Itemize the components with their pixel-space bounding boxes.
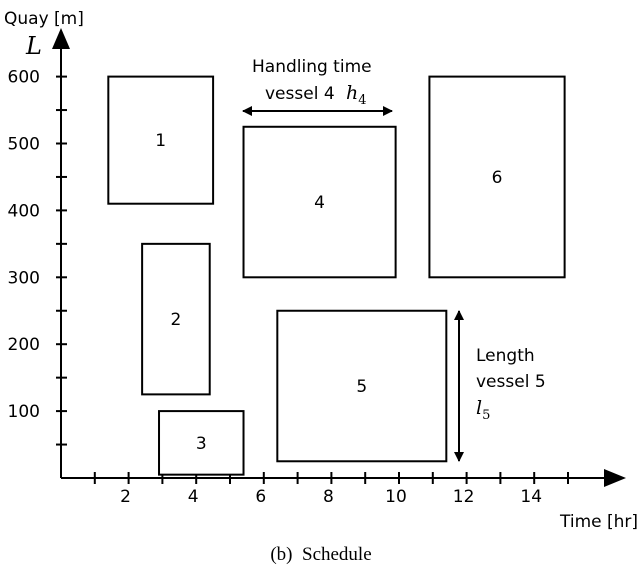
x-axis-label: Time [hr] [559, 512, 638, 532]
length-subscript: 5 [482, 408, 490, 423]
x-tick-label: 4 [188, 487, 199, 507]
length-vessel-label: vessel 5 [476, 372, 546, 392]
y-tick-label: 500 [8, 135, 40, 155]
vessel-boxes: 1 2 3 4 5 6 [107, 75, 566, 476]
vessel-4: 4 [242, 125, 397, 279]
vessel-box [158, 410, 245, 476]
y-tick-label: 100 [8, 402, 40, 422]
vessel-box [428, 75, 566, 279]
y-tick-label: 400 [8, 201, 40, 221]
vessel-6: 6 [428, 75, 566, 279]
length-symbol: l [476, 397, 482, 419]
vessel-label: 3 [196, 434, 207, 454]
vessel-box [242, 125, 397, 279]
vessel-label: 5 [356, 377, 367, 397]
x-tick-label: 6 [255, 487, 266, 507]
vessel-3: 3 [158, 410, 245, 476]
x-tick-label: 2 [120, 487, 131, 507]
vessel-label: 1 [155, 131, 166, 151]
handling-vessel-text: vessel 4 [265, 84, 335, 104]
x-tick-label: 14 [520, 487, 542, 507]
handling-symbol: h [346, 82, 358, 104]
y-tick-labels: 100 200 300 400 500 600 [8, 68, 40, 423]
length-label: Length [476, 346, 535, 366]
figure-caption: (b) Schedule [270, 544, 371, 565]
y-tick-label: 200 [8, 335, 40, 355]
vessel-box [276, 309, 448, 463]
length-symbol-label: l5 [476, 397, 490, 423]
x-tick-label: 12 [453, 487, 475, 507]
x-tick-labels: 2 4 6 8 10 12 14 [120, 487, 542, 507]
vessel-label: 6 [492, 168, 503, 188]
y-axis-label: Quay [m] [4, 9, 84, 29]
y-tick-label: 600 [8, 68, 40, 88]
x-tick-label: 8 [323, 487, 334, 507]
y-tick-label: 300 [8, 268, 40, 288]
handling-subscript: 4 [358, 93, 366, 108]
vessel-box [107, 75, 215, 205]
vessel-1: 1 [107, 75, 215, 205]
vessel-2: 2 [141, 242, 211, 396]
handling-time-label: Handling time [252, 57, 372, 77]
vessel-5: 5 [276, 309, 448, 463]
handling-time-vessel-label: vessel 4 h4 [265, 82, 367, 108]
vessel-label: 4 [314, 193, 325, 213]
vessel-label: 2 [171, 310, 182, 330]
y-axis-symbol: L [25, 32, 42, 60]
x-axis-arrowhead [604, 469, 626, 487]
x-tick-label: 10 [385, 487, 407, 507]
vessel-box [141, 242, 211, 396]
y-tick-marks [56, 75, 67, 446]
y-axis-arrowhead [52, 28, 70, 49]
